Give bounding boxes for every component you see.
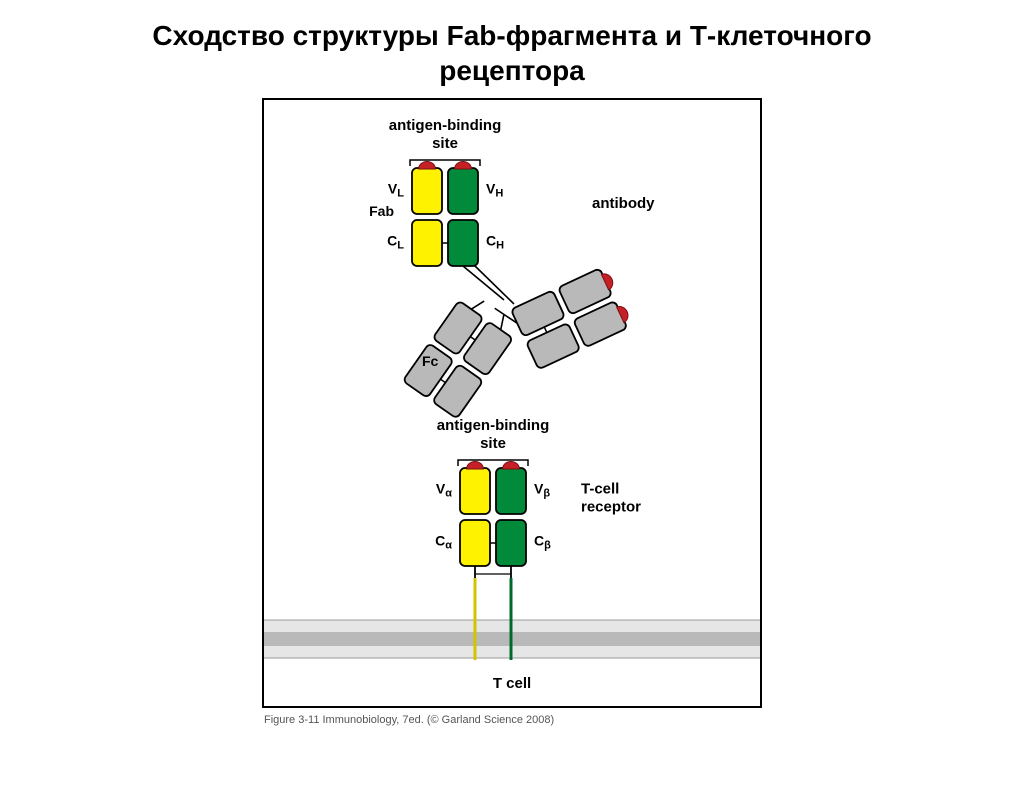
svg-text:receptor: receptor [581,498,641,515]
svg-text:Fc: Fc [422,353,439,369]
svg-text:antibody: antibody [592,195,655,212]
svg-text:T cell: T cell [493,675,531,692]
figure-caption: Figure 3-11 Immunobiology, 7ed. (© Garla… [262,714,762,726]
figure-container: antigen-bindingsiteantibodyVLVHCLCHFabFc… [262,98,762,726]
diagram-svg: antigen-bindingsiteantibodyVLVHCLCHFabFc… [262,98,762,708]
page-title: Сходство структуры Fab-фрагмента и Т-кле… [80,18,944,88]
svg-text:site: site [432,135,458,152]
svg-text:site: site [480,435,506,452]
svg-text:antigen-binding: antigen-binding [437,417,549,434]
svg-text:T-cell: T-cell [581,480,619,497]
svg-text:antigen-binding: antigen-binding [389,117,501,134]
svg-text:Fab: Fab [369,203,394,219]
